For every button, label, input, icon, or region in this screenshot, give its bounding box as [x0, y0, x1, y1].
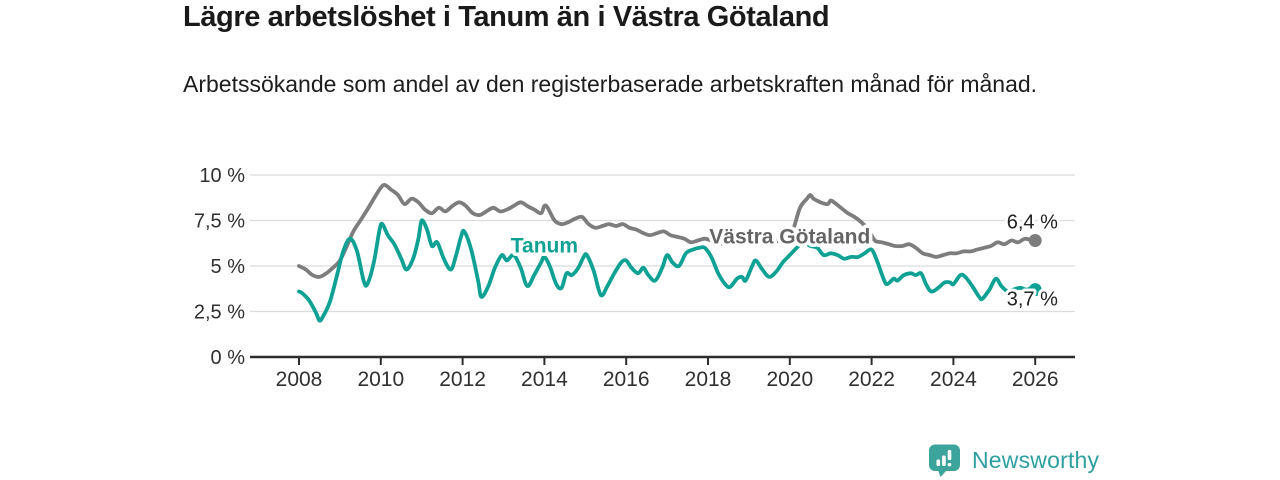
x-axis-tick-label: 2008	[276, 368, 323, 391]
x-axis-tick-label: 2022	[848, 368, 895, 391]
end-value-label: 3,7 %	[1007, 289, 1058, 311]
y-axis-tick-label: 0 %	[211, 347, 246, 369]
x-axis-tick-label: 2016	[603, 368, 650, 391]
series-line-västra-götaland	[297, 183, 1038, 279]
x-axis-tick-label: 2018	[685, 368, 732, 391]
x-axis-tick-label: 2026	[1012, 368, 1059, 391]
x-axis-tick-label: 2012	[439, 368, 486, 391]
chart-title: Lägre arbetslöshet i Tanum än i Västra G…	[183, 1, 830, 33]
x-axis-tick-label: 2010	[357, 368, 404, 391]
y-axis-tick-label: 10 %	[199, 165, 245, 187]
x-axis-tick-label: 2020	[766, 368, 813, 391]
y-axis-tick-label: 7,5 %	[194, 211, 245, 233]
newsworthy-logo: Newsworthy	[927, 442, 1099, 478]
series-end-dot	[1028, 283, 1042, 297]
y-axis-tick-label: 5 %	[211, 256, 246, 278]
series-label-västra-götaland: Västra Götaland	[709, 225, 870, 248]
end-value-label: 6,4 %	[1007, 212, 1058, 234]
y-axis-tick-label: 2,5 %	[194, 302, 245, 324]
series-label-tanum: Tanum	[511, 234, 578, 257]
bar-chart-speech-bubble-icon	[929, 444, 960, 477]
series-line-tanum	[297, 218, 1038, 323]
x-axis-tick-label: 2024	[930, 368, 977, 391]
chart-subtitle: Arbetssökande som andel av den registerb…	[183, 71, 1038, 97]
newsworthy-brand-name: Newsworthy	[972, 446, 1100, 473]
series-end-dot	[1028, 234, 1042, 248]
x-axis-tick-label: 2014	[521, 368, 568, 391]
